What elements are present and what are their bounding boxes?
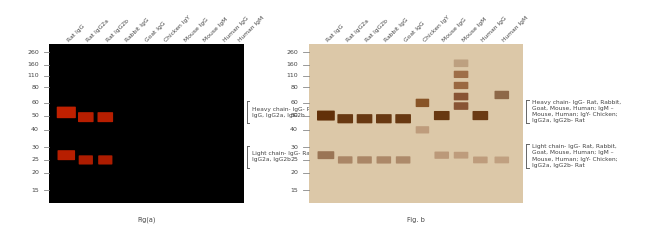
Text: 15: 15 bbox=[31, 188, 39, 192]
FancyBboxPatch shape bbox=[376, 114, 392, 123]
Text: Mouse IgM: Mouse IgM bbox=[461, 16, 488, 43]
Text: Human IgG: Human IgG bbox=[480, 15, 508, 43]
Text: Heavy chain- IgG- Rat, Rabbit,
Goat, Mouse, Human; IgM –
Mouse, Human; IgY- Chic: Heavy chain- IgG- Rat, Rabbit, Goat, Mou… bbox=[532, 100, 621, 123]
FancyBboxPatch shape bbox=[416, 126, 429, 134]
Text: Light chain- IgG- Rat, Rabbit,
Goat, Mouse, Human; IgM –
Mouse, Human; IgY- Chic: Light chain- IgG- Rat, Rabbit, Goat, Mou… bbox=[532, 144, 618, 168]
FancyBboxPatch shape bbox=[396, 156, 410, 164]
FancyBboxPatch shape bbox=[495, 91, 509, 99]
Text: Rat IgG2a: Rat IgG2a bbox=[86, 18, 110, 43]
FancyBboxPatch shape bbox=[454, 102, 469, 110]
FancyBboxPatch shape bbox=[358, 156, 372, 164]
FancyBboxPatch shape bbox=[57, 107, 76, 118]
Text: 30: 30 bbox=[31, 145, 39, 150]
Text: Rat IgG2b: Rat IgG2b bbox=[365, 18, 389, 43]
Text: 110: 110 bbox=[287, 73, 298, 79]
Text: Rabbit IgG: Rabbit IgG bbox=[384, 17, 410, 43]
FancyBboxPatch shape bbox=[318, 151, 334, 159]
Text: 20: 20 bbox=[31, 170, 39, 175]
Text: 160: 160 bbox=[27, 62, 39, 67]
Text: 50: 50 bbox=[31, 113, 39, 118]
Text: Rat IgG2a: Rat IgG2a bbox=[345, 18, 370, 43]
Text: 25: 25 bbox=[31, 158, 39, 162]
Text: 15: 15 bbox=[291, 188, 298, 192]
FancyBboxPatch shape bbox=[98, 112, 113, 122]
Text: 30: 30 bbox=[290, 145, 298, 150]
Text: 60: 60 bbox=[291, 100, 298, 105]
FancyBboxPatch shape bbox=[454, 93, 469, 100]
Text: 50: 50 bbox=[291, 113, 298, 118]
FancyBboxPatch shape bbox=[79, 155, 93, 164]
FancyBboxPatch shape bbox=[317, 111, 335, 120]
Text: 260: 260 bbox=[286, 50, 298, 55]
Text: 60: 60 bbox=[31, 100, 39, 105]
FancyBboxPatch shape bbox=[473, 157, 488, 163]
Text: Chicken IgY: Chicken IgY bbox=[422, 14, 450, 43]
Text: Rabbit IgG: Rabbit IgG bbox=[125, 17, 151, 43]
FancyBboxPatch shape bbox=[357, 114, 372, 123]
FancyBboxPatch shape bbox=[454, 59, 469, 67]
Text: 40: 40 bbox=[290, 127, 298, 132]
FancyBboxPatch shape bbox=[434, 111, 450, 120]
FancyBboxPatch shape bbox=[434, 151, 449, 159]
Text: Light chain- IgG- Rat IgG,
IgG2a, IgG2b: Light chain- IgG- Rat IgG, IgG2a, IgG2b bbox=[252, 151, 326, 162]
FancyBboxPatch shape bbox=[454, 152, 469, 159]
Text: 20: 20 bbox=[290, 170, 298, 175]
Text: Human IgG: Human IgG bbox=[222, 15, 250, 43]
FancyBboxPatch shape bbox=[473, 111, 488, 120]
Text: 40: 40 bbox=[31, 127, 39, 132]
Text: 25: 25 bbox=[290, 158, 298, 162]
Text: Heavy chain- IgG- Rat
IgG, IgG2a, IgG2b: Heavy chain- IgG- Rat IgG, IgG2a, IgG2b bbox=[252, 107, 317, 118]
Text: Rat IgG: Rat IgG bbox=[326, 24, 345, 43]
FancyBboxPatch shape bbox=[78, 112, 94, 122]
Text: 80: 80 bbox=[291, 85, 298, 89]
Text: 110: 110 bbox=[27, 73, 39, 79]
Text: Goat IgG: Goat IgG bbox=[403, 21, 425, 43]
FancyBboxPatch shape bbox=[416, 99, 429, 107]
Text: 260: 260 bbox=[27, 50, 39, 55]
Text: Human IgM: Human IgM bbox=[502, 15, 530, 43]
Text: Rat IgG2b: Rat IgG2b bbox=[105, 18, 130, 43]
Text: Goat IgG: Goat IgG bbox=[144, 21, 166, 43]
Text: Chicken IgY: Chicken IgY bbox=[164, 14, 192, 43]
Text: Human IgM: Human IgM bbox=[238, 15, 266, 43]
Text: Mouse IgG: Mouse IgG bbox=[442, 17, 468, 43]
Text: 160: 160 bbox=[287, 62, 298, 67]
FancyBboxPatch shape bbox=[395, 114, 411, 123]
FancyBboxPatch shape bbox=[57, 150, 75, 160]
Text: Rat IgG: Rat IgG bbox=[66, 24, 86, 43]
FancyBboxPatch shape bbox=[454, 82, 469, 89]
FancyBboxPatch shape bbox=[337, 114, 353, 123]
Text: 80: 80 bbox=[31, 85, 39, 89]
Text: Mouse IgG: Mouse IgG bbox=[183, 17, 209, 43]
FancyBboxPatch shape bbox=[376, 156, 391, 164]
FancyBboxPatch shape bbox=[98, 155, 112, 164]
FancyBboxPatch shape bbox=[338, 156, 352, 164]
Text: Mouse IgM: Mouse IgM bbox=[203, 16, 229, 43]
Text: Fig. b: Fig. b bbox=[407, 217, 425, 223]
FancyBboxPatch shape bbox=[454, 71, 469, 78]
FancyBboxPatch shape bbox=[495, 157, 509, 163]
Text: Fig(a): Fig(a) bbox=[137, 217, 155, 223]
